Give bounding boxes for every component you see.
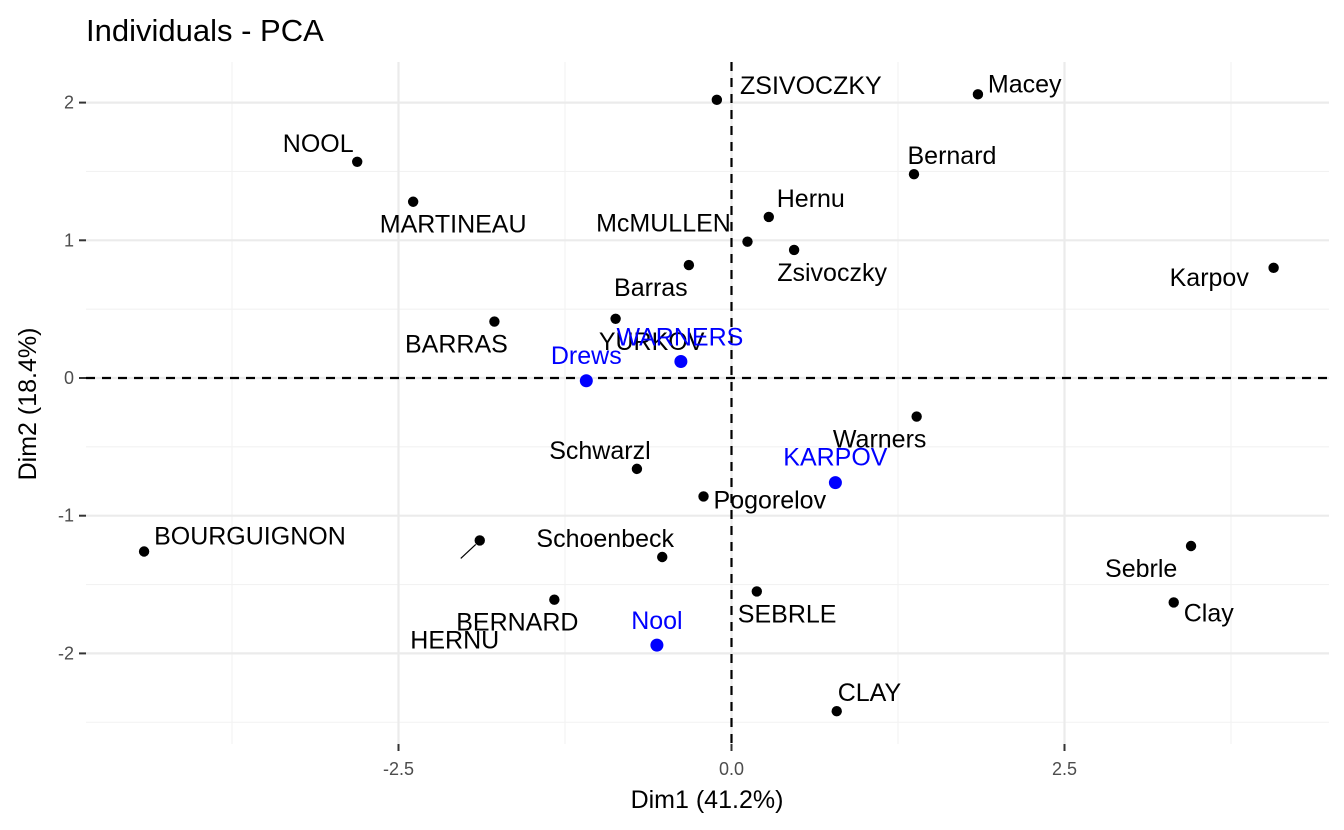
label-connectors [460,544,477,559]
data-point-Bernard [908,169,920,180]
x-axis-title: Dim1 (41.2%) [631,786,784,814]
data-point-Warners [911,411,922,422]
point-label-Macey: Macey [988,70,1062,98]
x-tick-label: 0.0 [719,759,744,779]
x-axis: -2.5 0.0 2.5 [383,744,1077,779]
point-label-MARTINEAU: MARTINEAU [380,211,527,239]
data-point-CLAY [831,706,842,717]
data-points [138,89,1279,717]
data-point-HERNU [474,535,485,546]
data-point-Karpov [1268,262,1279,274]
data-point-Nool [650,638,664,652]
data-point-McMULLEN [742,236,753,247]
point-label-McMULLEN: McMULLEN [596,210,731,238]
y-tick-label: -2 [58,643,74,663]
point-label-Warners: Warners [833,426,927,454]
data-point-NOOL [352,156,363,168]
point-label-BOURGUIGNON: BOURGUIGNON [154,523,346,551]
label-connector-HERNU [460,544,477,559]
point-label-Pogorelov: Pogorelov [714,486,827,514]
reference-lines [86,62,1329,744]
data-point-BARRAS [489,316,500,327]
point-label-WARNERS: WARNERS [616,323,743,351]
x-tick-label: -2.5 [383,759,414,779]
point-label-NOOL: NOOL [283,130,354,158]
data-point-Macey [972,89,984,100]
data-point-Zsivoczky [788,244,800,256]
point-label-YURKOV: YURKOV [599,328,705,356]
data-point-Drews [579,374,593,388]
point-label-ZSIVOCZKY: ZSIVOCZKY [740,72,882,100]
y-axis-title: Dim2 (18.4%) [14,328,42,481]
point-label-Clay: Clay [1184,599,1235,627]
point-label-BERNARD: BERNARD [456,609,578,637]
y-tick-label: 1 [64,230,74,250]
data-point-ZSIVOCZKY [711,94,723,106]
point-label-Schoenbeck: Schoenbeck [536,525,674,553]
data-point-Sebrle [1185,540,1197,552]
point-label-Bernard: Bernard [908,142,997,170]
point-labels: SEBRLE CLAY BERNARD YURKOV ZSIVOCZKY McMULLEN… [154,70,1249,707]
chart-title: Individuals - PCA [86,13,324,48]
point-label-SEBRLE: SEBRLE [738,600,837,628]
data-point-Schoenbeck [657,551,668,563]
data-point-Barras [683,259,695,271]
point-label-Zsivoczky: Zsivoczky [777,259,887,287]
data-point-YURKOV [610,313,621,324]
data-point-SEBRLE [751,586,763,597]
point-label-CLAY: CLAY [838,679,902,707]
point-label-HERNU: HERNU [410,626,499,654]
data-point-WARNERS [674,354,688,368]
point-label-Sebrle: Sebrle [1105,555,1177,583]
point-label-KARPOV: KARPOV [783,444,888,472]
data-point-MARTINEAU [407,196,419,207]
point-label-Nool: Nool [631,607,682,635]
data-point-KARPOV [828,476,842,490]
point-label-BARRAS: BARRAS [405,331,508,359]
x-tick-label: 2.5 [1052,759,1077,779]
point-label-Schwarzl: Schwarzl [549,437,650,465]
point-label-Drews: Drews [551,342,622,370]
data-point-BERNARD [549,594,560,605]
data-point-Pogorelov [698,491,709,502]
point-label-Karpov: Karpov [1170,264,1250,292]
data-point-Hernu [763,211,774,223]
data-point-Schwarzl [631,463,643,475]
y-axis: -2 -1 0 1 2 [58,93,86,663]
y-tick-label: 2 [64,93,74,113]
data-point-Clay [1168,597,1179,608]
point-label-Barras: Barras [614,274,688,302]
y-tick-label: 0 [64,368,74,388]
y-tick-label: -1 [58,506,74,526]
data-point-BOURGUIGNON [138,546,150,557]
point-label-Hernu: Hernu [777,185,845,213]
